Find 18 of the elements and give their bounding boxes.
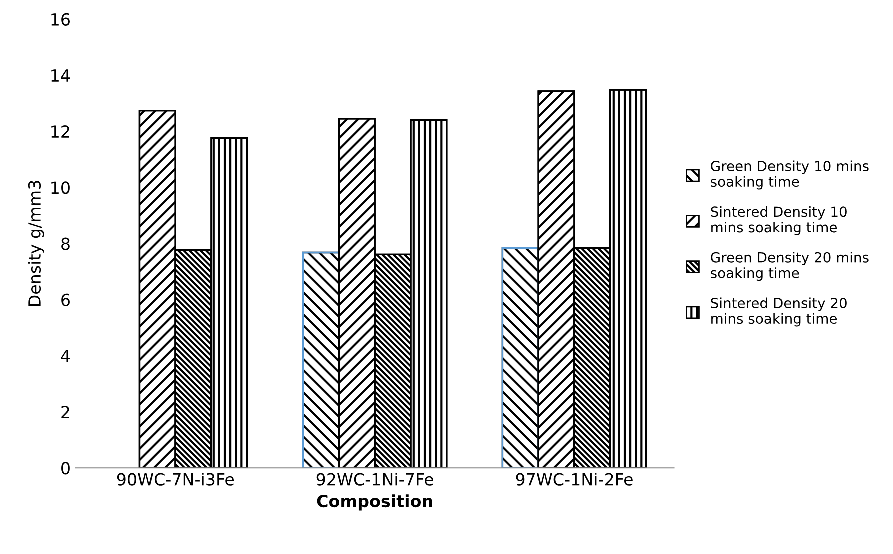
x-tick-label: 90WC-7N-i3Fe — [117, 472, 234, 486]
y-axis-title: Density g/mm3 — [28, 181, 44, 306]
y-tick-label: 10 — [52, 182, 70, 194]
y-tick-label: 16 — [52, 13, 70, 26]
x-tick-label: 97WC-1Ni-2Fe — [516, 472, 633, 486]
x-axis-title: Composition — [317, 494, 432, 511]
x-tick-label: 92WC-1Ni-7Fe — [316, 472, 434, 486]
legend-label: Sintered Density 20 mins soaking time — [711, 298, 847, 327]
y-tick-label: 0 — [62, 462, 70, 475]
y-tick-label: 8 — [62, 238, 70, 250]
y-tick-label: 2 — [62, 406, 70, 418]
y-tick-label: 6 — [62, 294, 70, 306]
legend-label: Green Density 20 mins soaking time — [711, 252, 869, 282]
legend-label: Sintered Density 10 mins soaking time — [711, 206, 847, 236]
y-tick-label: 12 — [52, 126, 70, 138]
legend-label: Green Density 10 mins soaking time — [711, 160, 869, 190]
y-tick-label: 14 — [52, 70, 70, 82]
y-tick-label: 4 — [61, 350, 70, 362]
